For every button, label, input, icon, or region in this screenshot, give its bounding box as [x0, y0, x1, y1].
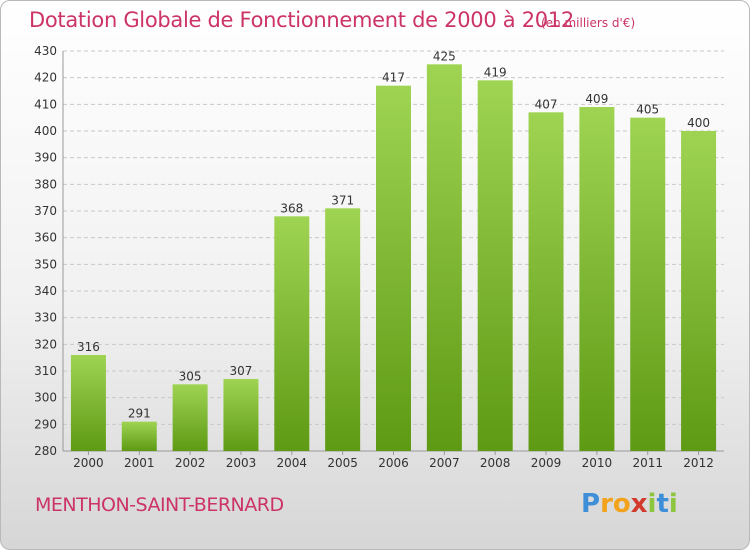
- bar: [70, 355, 106, 451]
- data-label: 407: [535, 97, 558, 111]
- y-tick-label: 280: [34, 444, 57, 458]
- y-tick-label: 420: [34, 71, 57, 85]
- x-tick-label: 2008: [480, 456, 511, 470]
- x-tick-label: 2000: [73, 456, 104, 470]
- bar: [172, 384, 208, 451]
- bar: [426, 64, 462, 452]
- logo-letter: r: [600, 489, 613, 519]
- bar: [325, 208, 361, 451]
- y-tick-label: 320: [34, 337, 57, 351]
- data-label: 368: [280, 201, 303, 215]
- y-tick-label: 410: [34, 97, 57, 111]
- y-tick-label: 360: [34, 231, 57, 245]
- data-label: 417: [382, 71, 405, 85]
- bars: [70, 64, 717, 452]
- data-label: 316: [77, 340, 100, 354]
- data-label: 305: [179, 369, 202, 383]
- x-tick-label: 2005: [327, 456, 358, 470]
- logo-letter: i: [647, 489, 657, 519]
- y-tick-label: 310: [34, 364, 57, 378]
- y-tick-label: 400: [34, 124, 57, 138]
- logo-letter: t: [656, 489, 669, 519]
- logo-letter: P: [581, 489, 601, 519]
- x-tick-label: 2011: [632, 456, 663, 470]
- logo-letter: o: [612, 489, 631, 519]
- y-tick-label: 350: [34, 257, 57, 271]
- y-tick-label: 370: [34, 204, 57, 218]
- chart-title: Dotation Globale de Fonctionnement de 20…: [29, 8, 574, 32]
- x-tick-label: 2002: [175, 456, 206, 470]
- y-tick-label: 290: [34, 417, 57, 431]
- bar: [477, 80, 513, 451]
- data-label: 409: [585, 92, 608, 106]
- y-tick-label: 340: [34, 284, 57, 298]
- bar: [223, 379, 259, 451]
- y-tick-label: 300: [34, 391, 57, 405]
- bar: [630, 117, 666, 452]
- bar: [579, 107, 615, 451]
- x-tick-label: 2007: [429, 456, 460, 470]
- data-label: 405: [636, 103, 659, 117]
- y-tick-label: 430: [34, 44, 57, 58]
- data-label: 291: [128, 407, 151, 421]
- y-tick-label: 390: [34, 151, 57, 165]
- bar: [376, 85, 411, 452]
- data-label: 425: [433, 49, 456, 63]
- commune-name: MENTHON-SAINT-BERNARD: [35, 494, 284, 516]
- data-label: 419: [484, 65, 507, 79]
- logo-letter: i: [668, 489, 678, 519]
- data-label: 307: [230, 364, 253, 378]
- x-tick-label: 2012: [683, 456, 714, 470]
- bar: [681, 131, 717, 451]
- y-tick-label: 380: [34, 177, 57, 191]
- x-tick-label: 2010: [582, 456, 613, 470]
- bar: [121, 421, 157, 451]
- bar: [528, 112, 564, 451]
- data-label: 371: [331, 193, 354, 207]
- x-tick-label: 2006: [378, 456, 409, 470]
- logo-letter: x: [630, 489, 648, 519]
- y-tick-label: 330: [34, 311, 57, 325]
- bar: [274, 216, 310, 451]
- x-tick-label: 2003: [226, 456, 257, 470]
- x-tick-label: 2001: [124, 456, 155, 470]
- proxiti-logo[interactable]: Proxiti: [581, 489, 678, 519]
- x-tick-label: 2009: [531, 456, 562, 470]
- x-tick-label: 2004: [277, 456, 308, 470]
- data-labels: 316 291 305 307 368 371 417 425 419 407 409 405 400: [77, 49, 710, 420]
- data-label: 400: [687, 116, 710, 130]
- unit-note: (en milliers d'€): [541, 16, 636, 30]
